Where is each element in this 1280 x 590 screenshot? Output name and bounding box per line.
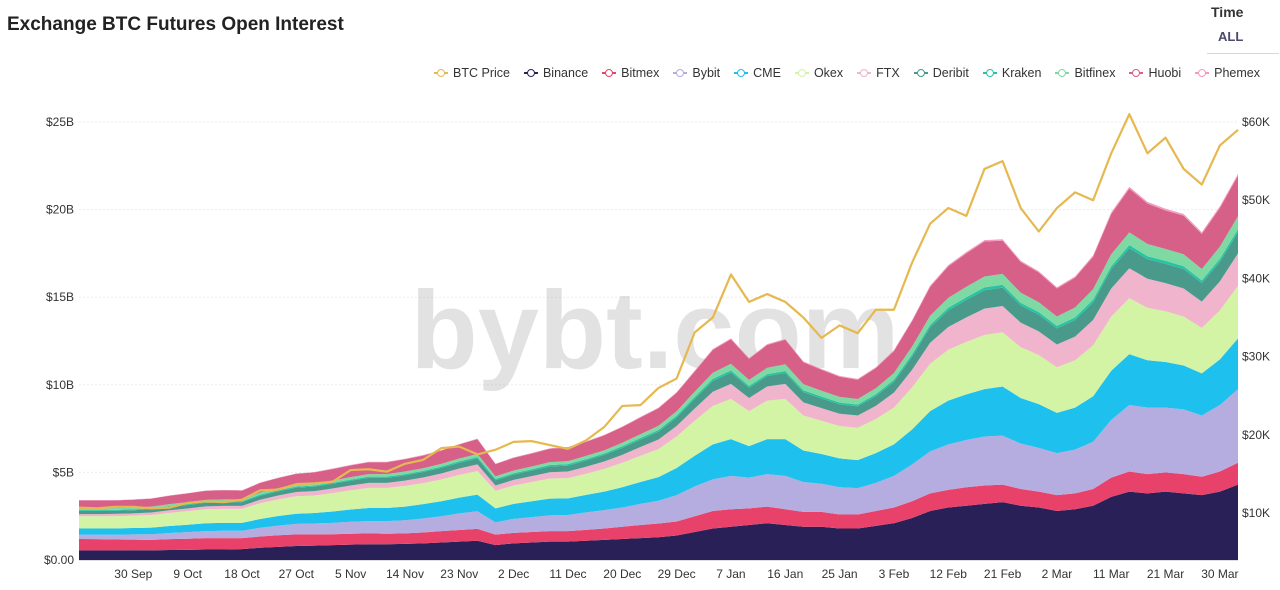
legend-item-bitfinex[interactable]: Bitfinex (1055, 66, 1115, 80)
x-tick-label: 16 Jan (767, 567, 803, 581)
x-tick-label: 20 Dec (603, 567, 641, 581)
time-selector-underline (1207, 53, 1279, 54)
page-title: Exchange BTC Futures Open Interest (7, 14, 344, 35)
x-tick-label: 18 Oct (224, 567, 260, 581)
legend-label: Okex (813, 66, 844, 80)
line-btc-price (78, 113, 1239, 510)
area-bitmex (79, 462, 1238, 551)
legend-swatch (1055, 69, 1070, 77)
area-ftx (79, 253, 1238, 517)
area-binance (79, 484, 1238, 560)
x-tick-label: 25 Jan (822, 567, 858, 581)
y-left-tick-label: $5B (53, 465, 74, 479)
legend-item-bitmex[interactable]: Bitmex (602, 66, 659, 80)
legend-item-bybit[interactable]: Bybit (673, 66, 720, 80)
legend-label: Deribit (932, 66, 969, 80)
area-bybit (79, 389, 1238, 540)
x-tick-label: 2 Dec (498, 567, 529, 581)
chart-legend: BTC Price Binance Bitmex Bybit CME Okex FTX Der… (434, 66, 1260, 80)
x-tick-label: 30 Sep (114, 567, 152, 581)
x-tick-label: 23 Nov (440, 567, 478, 581)
y-left-tick-label: $10B (46, 378, 74, 392)
legend-label: Binance (542, 66, 589, 80)
time-label: Time (1211, 4, 1244, 20)
x-tick-label: 12 Feb (930, 567, 968, 581)
legend-label: Kraken (1001, 66, 1042, 80)
y-left-tick-label: $15B (46, 290, 74, 304)
legend-swatch (434, 69, 449, 77)
legend-label: FTX (876, 66, 900, 80)
area-cme (79, 338, 1238, 535)
legend-label: Phemex (1214, 66, 1260, 80)
legend-item-kraken[interactable]: Kraken (982, 66, 1042, 80)
x-tick-label: 2 Mar (1042, 567, 1073, 581)
x-tick-label: 14 Nov (386, 567, 424, 581)
legend-item-cme[interactable]: CME (734, 66, 781, 80)
y-left-tick-label: $0.00 (44, 553, 74, 567)
legend-swatch (913, 69, 928, 77)
legend-item-btc-price[interactable]: BTC Price (434, 66, 510, 80)
legend-swatch (1129, 69, 1144, 77)
time-range-all[interactable]: ALL (1218, 29, 1244, 44)
x-tick-label: 21 Mar (1147, 567, 1184, 581)
legend-item-deribit[interactable]: Deribit (913, 66, 969, 80)
x-tick-label: 7 Jan (716, 567, 745, 581)
legend-label: Bybit (692, 66, 721, 80)
area-okex (79, 285, 1238, 529)
x-tick-label: 29 Dec (658, 567, 696, 581)
area-deribit (79, 232, 1238, 515)
y-right-tick-label: $20K (1242, 428, 1270, 442)
x-tick-label: 5 Nov (335, 567, 366, 581)
legend-swatch (794, 69, 809, 77)
y-right-tick-label: $30K (1242, 350, 1270, 364)
y-right-tick-label: $40K (1242, 271, 1270, 285)
legend-item-binance[interactable]: Binance (523, 66, 589, 80)
x-tick-label: 21 Feb (984, 567, 1022, 581)
legend-swatch (982, 69, 997, 77)
x-tick-label: 11 Mar (1093, 567, 1129, 581)
legend-item-huobi[interactable]: Huobi (1129, 66, 1181, 80)
legend-label: Bitmex (621, 66, 660, 80)
x-tick-label: 30 Mar (1201, 567, 1238, 581)
legend-swatch (673, 69, 688, 77)
legend-swatch (602, 69, 617, 77)
area-bitfinex (79, 216, 1238, 511)
area-huobi (79, 175, 1238, 509)
legend-swatch (523, 69, 538, 77)
y-left-tick-label: $20B (46, 203, 74, 217)
x-tick-label: 3 Feb (879, 567, 910, 581)
y-right-tick-label: $10K (1242, 506, 1270, 520)
legend-item-okex[interactable]: Okex (794, 66, 844, 80)
x-tick-label: 11 Dec (549, 567, 586, 581)
legend-item-ftx[interactable]: FTX (857, 66, 900, 80)
y-right-tick-label: $60K (1242, 115, 1270, 129)
legend-label: Huobi (1148, 66, 1182, 80)
y-left-tick-label: $25B (46, 115, 74, 129)
legend-swatch (857, 69, 872, 77)
legend-swatch (1195, 69, 1210, 77)
legend-swatch (734, 69, 749, 77)
legend-label: BTC Price (453, 66, 510, 80)
y-right-tick-label: $50K (1242, 193, 1270, 207)
legend-item-phemex[interactable]: Phemex (1195, 66, 1260, 80)
legend-label: Bitfinex (1074, 66, 1116, 80)
x-tick-label: 27 Oct (279, 567, 315, 581)
legend-label: CME (753, 66, 781, 80)
time-selector[interactable]: Time ALL (1207, 4, 1279, 44)
x-tick-label: 9 Oct (173, 567, 202, 581)
